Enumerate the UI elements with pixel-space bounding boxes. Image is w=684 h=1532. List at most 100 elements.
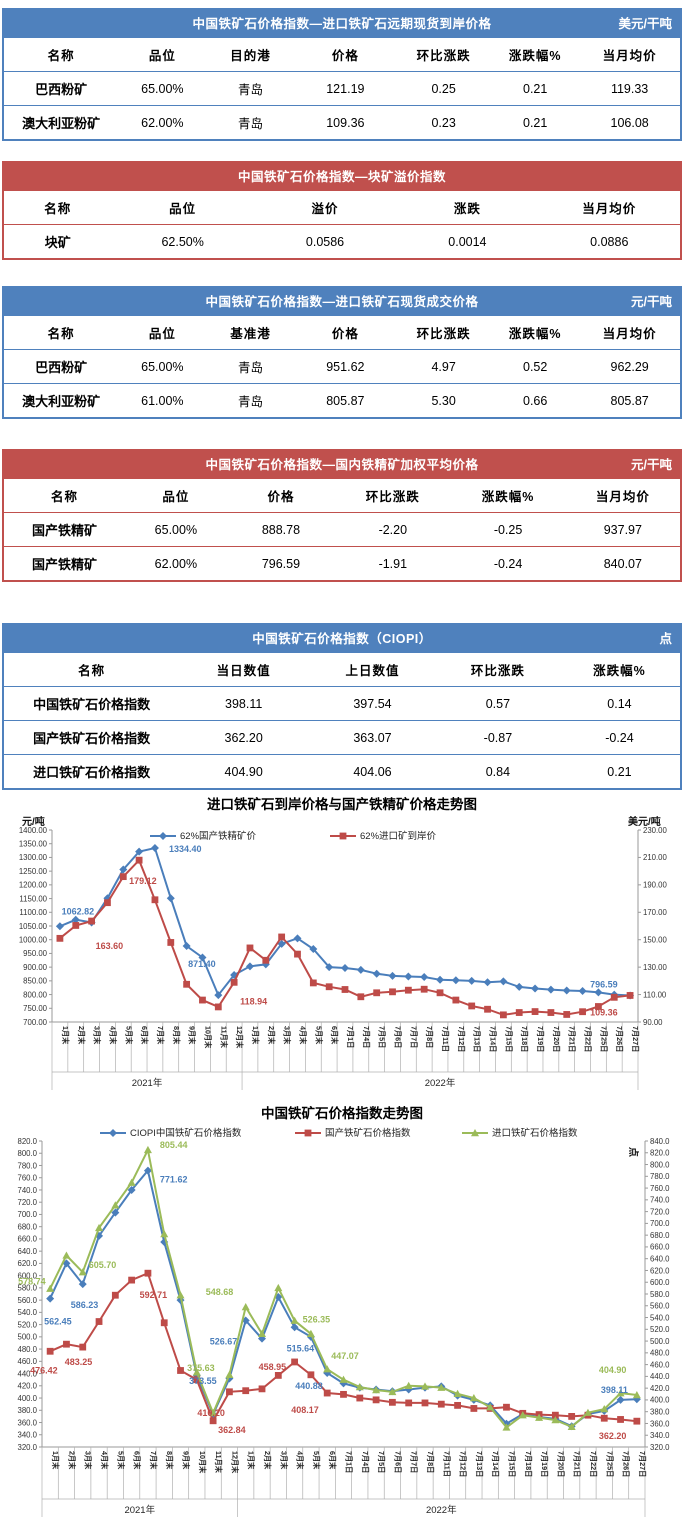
x-axis-category-label: 1月末	[61, 1026, 70, 1045]
data-point-marker	[372, 969, 381, 978]
data-point-marker	[323, 1365, 332, 1373]
x-axis-category-label: 7月27日	[638, 1451, 647, 1477]
legend-label: 62%国产铁精矿价	[180, 830, 257, 842]
x-axis-category-label: 7月18日	[524, 1451, 533, 1477]
value-cell: 398.11	[179, 686, 309, 721]
right-axis-tick-label: 820.0	[650, 1149, 670, 1158]
column-header: 品位	[162, 490, 190, 504]
left-axis-tick-label: 640.0	[17, 1247, 37, 1256]
right-axis-tick-label: 660.0	[650, 1243, 670, 1252]
data-point-marker	[127, 1178, 136, 1186]
data-point-marker	[226, 1388, 233, 1396]
row-name-cell: 国产铁矿石价格指数	[3, 720, 180, 755]
table-row: 块矿 62.50% 0.0586 0.0014 0.0886	[3, 224, 681, 259]
x-axis-category-label: 7月19日	[536, 1026, 545, 1052]
left-axis-tick-label: 950.00	[23, 949, 48, 958]
left-axis-tick-label: 600.0	[17, 1271, 37, 1280]
x-axis-category-label: 7月4日	[362, 1026, 371, 1048]
chart2-title: 中国铁矿石价格指数走势图	[261, 1106, 423, 1121]
value-cell: 0.21	[558, 754, 681, 789]
x-axis-category-label: 7月5日	[377, 1451, 386, 1473]
annotation-label: 404.90	[599, 1365, 627, 1375]
x-axis-category-label: 7月6日	[394, 1026, 403, 1048]
annotation-label: 118.94	[240, 996, 267, 1006]
data-point-marker	[119, 865, 128, 874]
annotation-label: 483.25	[65, 1357, 93, 1367]
x-axis-category-label: 11月末	[214, 1451, 223, 1474]
table-row: 中国铁矿石价格指数 398.11 397.54 0.57 0.14	[3, 686, 681, 721]
table-unit-label: 元/干吨	[631, 294, 672, 309]
data-point-marker	[258, 1329, 267, 1337]
left-axis-tick-label: 800.0	[17, 1149, 37, 1158]
x-axis-category-label: 8月末	[165, 1451, 174, 1470]
x-axis-category-label: 7月11日	[441, 1026, 450, 1052]
year-group-label: 2022年	[426, 1504, 457, 1516]
right-axis-tick-label: 780.0	[650, 1172, 670, 1181]
right-axis-unit-label: 点	[627, 1147, 640, 1157]
left-axis-tick-label: 720.0	[17, 1198, 37, 1207]
data-point-marker	[562, 986, 571, 995]
data-point-marker	[143, 1145, 152, 1154]
data-point-marker	[277, 939, 286, 948]
table-title: 中国铁矿石价格指数—进口铁矿石远期现货到岸价格	[192, 16, 492, 31]
data-point-marker	[535, 1413, 544, 1421]
right-axis-tick-label: 640.0	[650, 1254, 670, 1263]
price-table-1: 中国铁矿石价格指数—进口铁矿石远期现货到岸价格 美元/干吨 名称 品位 目的港 价格 环比涨…	[2, 8, 682, 141]
data-point-marker	[128, 1276, 136, 1284]
left-axis-tick-label: 420.0	[17, 1382, 37, 1391]
data-point-marker	[109, 1129, 117, 1137]
column-header: 当月均价	[602, 327, 657, 341]
value-cell: 397.54	[308, 686, 437, 721]
row-name-cell: 澳大利亚粉矿	[3, 383, 119, 418]
data-point-marker	[241, 1303, 250, 1311]
data-point-marker	[632, 1391, 641, 1399]
row-name-cell: 巴西粉矿	[3, 71, 119, 106]
price-table-2: 中国铁矿石价格指数—块矿溢价指数 名称 品位 溢价 涨跌 当月均价 块矿 62.50% 0.05…	[2, 161, 682, 260]
legend-label: CIOPI中国铁矿石价格指数	[130, 1127, 242, 1139]
column-header: 环比涨跌	[470, 664, 525, 678]
annotation-label: 179.12	[129, 876, 157, 886]
x-axis-category-label: 3月末	[283, 1026, 292, 1045]
data-point-marker	[294, 950, 301, 958]
column-header: 基准港	[230, 327, 271, 341]
table-row: 巴西粉矿 65.00% 青岛 951.62 4.97 0.52 962.29	[3, 349, 681, 384]
table-row: 澳大利亚粉矿 61.00% 青岛 805.87 5.30 0.66 805.87	[3, 383, 681, 418]
right-axis-tick-label: 800.0	[650, 1160, 670, 1169]
chart2-block: 中国铁矿石价格指数走势图 320.0 340.0 360.0 380.0 400.0 42…	[0, 1103, 684, 1532]
left-axis-tick-label: 1300.00	[19, 853, 48, 862]
table-title-bar: 中国铁矿石价格指数（CIOPI） 点	[2, 623, 682, 651]
table-title-bar: 中国铁矿石价格指数—国内铁精矿加权平均价格 元/干吨	[2, 449, 682, 477]
left-axis-tick-label: 480.0	[17, 1345, 37, 1354]
x-axis-category-label: 8月末	[172, 1026, 181, 1045]
data-point-marker	[388, 1398, 396, 1406]
chart1-title: 进口铁矿石到岸价格与国产铁精矿价格走势图	[207, 797, 477, 812]
chart2-canvas: 320.0 340.0 360.0 380.0 400.0 420.0 440.0 460.0…	[0, 1125, 684, 1532]
left-axis-tick-label: 1050.00	[19, 922, 48, 931]
table-header-row: 名称 当日数值 上日数值 环比涨跌 涨跌幅%	[3, 652, 681, 687]
right-axis-tick-label: 580.0	[650, 1290, 670, 1299]
table-title-bar: 中国铁矿石价格指数—进口铁矿石现货成交价格 元/干吨	[2, 286, 682, 314]
table-row: 进口铁矿石价格指数 404.90 404.06 0.84 0.21	[3, 754, 681, 789]
left-axis-tick-label: 380.0	[17, 1406, 37, 1415]
data-point-marker	[230, 978, 238, 986]
data-point-marker	[56, 934, 64, 942]
data-point-marker	[503, 1403, 510, 1411]
table-row: 国产铁精矿 62.00% 796.59 -1.91 -0.24 840.07	[3, 546, 681, 581]
value-cell: 0.25	[396, 71, 492, 106]
data-point-marker	[306, 1329, 315, 1337]
right-axis-tick-label: 540.0	[650, 1313, 670, 1322]
data-point-marker	[160, 1230, 169, 1238]
data-point-marker	[567, 1422, 576, 1431]
value-cell: 109.36	[294, 105, 397, 140]
x-axis-category-label: 7月21日	[573, 1451, 582, 1477]
table-header-row: 名称 品位 基准港 价格 环比涨跌 涨跌幅% 当月均价	[3, 315, 681, 350]
data-point-marker	[372, 1396, 380, 1404]
value-cell: 5.30	[396, 383, 492, 418]
x-axis-category-label: 12月末	[230, 1451, 239, 1474]
data-point-marker	[127, 1185, 136, 1194]
right-axis-tick-label: 340.0	[650, 1431, 670, 1440]
data-point-marker	[111, 1201, 120, 1209]
column-header: 当月均价	[595, 490, 650, 504]
value-cell: 796.59	[226, 546, 336, 581]
annotation-label: 458.95	[259, 1362, 287, 1372]
